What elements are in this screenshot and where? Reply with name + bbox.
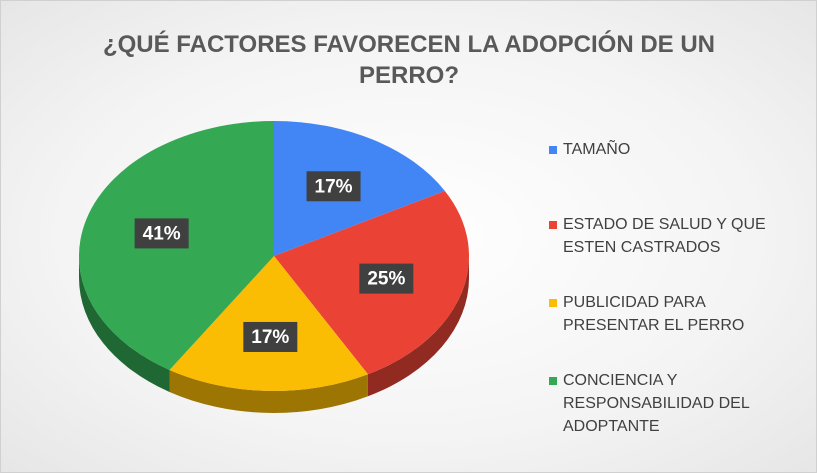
data-label: 25% <box>367 269 405 290</box>
legend-swatch <box>549 221 557 229</box>
legend-item: ESTADO DE SALUD Y QUE ESTEN CASTRADOS <box>549 213 799 259</box>
slice-side <box>169 369 368 413</box>
legend-swatch <box>549 377 557 385</box>
data-label-box <box>359 263 414 294</box>
slice-side <box>367 256 469 397</box>
data-label-box <box>134 218 189 249</box>
legend-swatch <box>549 146 557 154</box>
data-label-box <box>243 321 298 352</box>
data-label-box <box>306 171 361 202</box>
chart-title: ¿QUÉ FACTORES FAVORECEN LA ADOPCIÓN DE U… <box>102 31 716 89</box>
slice-side <box>79 256 170 392</box>
data-label: 17% <box>251 327 289 348</box>
data-label: 17% <box>315 176 353 197</box>
legend-label: CONCIENCIA Y RESPONSABILIDAD DEL ADOPTAN… <box>563 372 750 435</box>
data-label: 41% <box>143 223 181 244</box>
legend-item: PUBLICIDAD PARA PRESENTAR EL PERRO <box>549 291 799 337</box>
legend-swatch <box>549 299 557 307</box>
legend-label: TAMAÑO <box>563 141 631 158</box>
legend-label: ESTADO DE SALUD Y QUE ESTEN CASTRADOS <box>563 216 766 256</box>
legend-label: PUBLICIDAD PARA PRESENTAR EL PERRO <box>563 294 745 334</box>
legend-item: CONCIENCIA Y RESPONSABILIDAD DEL ADOPTAN… <box>549 369 799 438</box>
legend-item: TAMAÑO <box>549 138 799 161</box>
